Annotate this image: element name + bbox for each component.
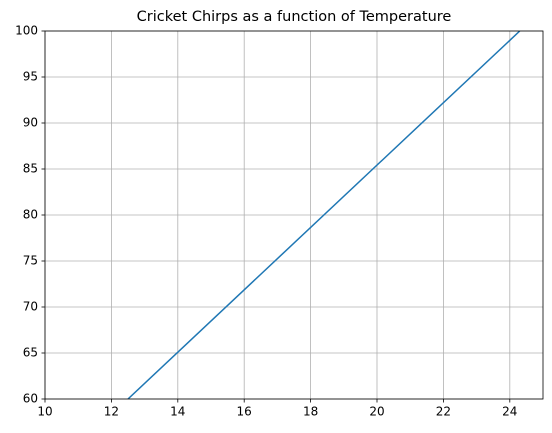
plot-frame: [44, 30, 544, 400]
y-tick-label: 60: [23, 392, 38, 406]
x-tick-label: 20: [369, 405, 384, 419]
x-tick-label: 24: [502, 405, 517, 419]
data-line: [127, 31, 521, 399]
x-tick-label: 16: [237, 405, 252, 419]
y-tick-label: 90: [23, 116, 38, 130]
chart-title: Cricket Chirps as a function of Temperat…: [137, 9, 452, 25]
y-tick-label: 95: [23, 70, 38, 84]
x-tick-label: 22: [436, 405, 451, 419]
x-tick-label: 10: [37, 405, 52, 419]
x-tick-label: 14: [170, 405, 185, 419]
y-tick-label: 75: [23, 254, 38, 268]
x-tick-label: 12: [104, 405, 119, 419]
y-tick-label: 100: [15, 24, 38, 38]
y-tick-label: 65: [23, 346, 38, 360]
y-tick-label: 85: [23, 162, 38, 176]
y-tick-label: 70: [23, 300, 38, 314]
x-tick-label: 18: [303, 405, 318, 419]
y-tick-label: 80: [23, 208, 38, 222]
